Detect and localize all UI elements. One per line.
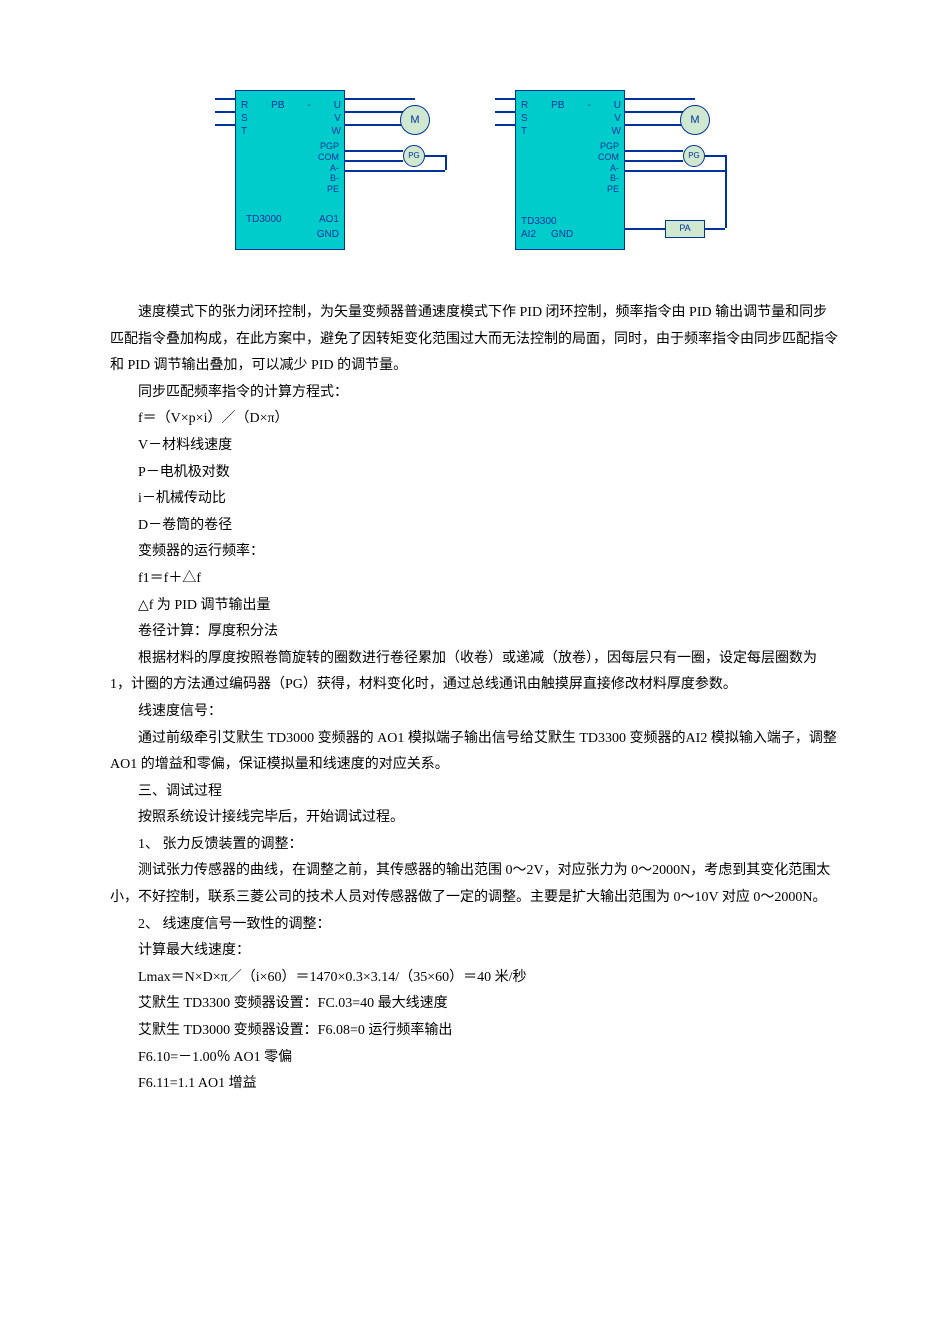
- terminal-row: T W: [521, 122, 621, 141]
- setting-line: 艾默生 TD3300 变频器设置：FC.03=40 最大线速度: [110, 991, 840, 1018]
- pg-terminals: PGP COM A- B- PE: [598, 141, 619, 195]
- paragraph: 线速度信号：: [110, 699, 840, 726]
- terminal-label: W: [612, 122, 621, 141]
- terminal-label: AI2: [521, 225, 536, 244]
- terminal-label: GND: [317, 225, 339, 244]
- wire: [625, 150, 683, 152]
- terminal-label: T: [241, 122, 247, 141]
- wire: [725, 155, 727, 170]
- paragraph: △f 为 PID 调节输出量: [110, 593, 840, 620]
- encoder-icon: PG: [683, 145, 705, 167]
- vfd-box: R PB - U S V T W PGP COM A- B- PE: [235, 90, 345, 250]
- wire: [215, 111, 235, 113]
- section-heading: 三、调试过程: [110, 779, 840, 806]
- vfd-box: R PB - U S V T W PGP COM A- B- PE: [515, 90, 625, 250]
- wire: [345, 170, 445, 172]
- setting-line: F6.11=1.1 AO1 增益: [110, 1071, 840, 1098]
- wire: [345, 111, 405, 113]
- motor-icon: M: [400, 105, 430, 135]
- pa-box: PA: [665, 220, 705, 238]
- wire: [215, 98, 235, 100]
- paragraph: 同步匹配频率指令的计算方程式：: [110, 380, 840, 407]
- wire: [445, 155, 447, 170]
- wire: [725, 170, 727, 228]
- vfd-unit-td3000: R PB - U S V T W PGP COM A- B- PE: [215, 70, 455, 260]
- wire: [625, 228, 665, 230]
- terminal-label: W: [332, 122, 341, 141]
- list-item: 1、 张力反馈装置的调整：: [110, 832, 840, 859]
- definition: P－电机极对数: [110, 460, 840, 487]
- wire: [495, 111, 515, 113]
- terminal-label: T: [521, 122, 527, 141]
- definition: V－材料线速度: [110, 433, 840, 460]
- encoder-icon: PG: [403, 145, 425, 167]
- list-item: 2、 线速度信号一致性的调整：: [110, 912, 840, 939]
- wire: [345, 160, 403, 162]
- paragraph: 计算最大线速度：: [110, 938, 840, 965]
- paragraph: 变频器的运行频率：: [110, 539, 840, 566]
- vfd-unit-td3300: R PB - U S V T W PGP COM A- B- PE: [495, 70, 735, 260]
- wire: [625, 160, 683, 162]
- wire: [495, 124, 515, 126]
- definition: i－机械传动比: [110, 486, 840, 513]
- wire: [625, 111, 685, 113]
- pg-terminals: PGP COM A- B- PE: [318, 141, 339, 195]
- definition: D－卷筒的卷径: [110, 513, 840, 540]
- wire: [215, 124, 235, 126]
- formula: Lmax＝N×D×π／（i×60）＝1470×0.3×3.14/（35×60）＝…: [110, 965, 840, 992]
- setting-line: 艾默生 TD3000 变频器设置：F6.08=0 运行频率输出: [110, 1018, 840, 1045]
- formula: f＝（V×p×i）／（D×π）: [110, 406, 840, 433]
- paragraph: 根据材料的厚度按照卷筒旋转的圈数进行卷径累加（收卷）或递减（放卷），因每层只有一…: [110, 646, 840, 699]
- wire: [705, 155, 725, 157]
- wire: [495, 98, 515, 100]
- paragraph: 测试张力传感器的曲线，在调整之前，其传感器的输出范围 0～2V，对应张力为 0～…: [110, 858, 840, 911]
- wire: [625, 98, 695, 100]
- terminal-row: T W: [241, 122, 341, 141]
- motor-icon: M: [680, 105, 710, 135]
- paragraph: 速度模式下的张力闭环控制，为矢量变频器普通速度模式下作 PID 闭环控制，频率指…: [110, 300, 840, 380]
- terminal-label: GND: [551, 225, 573, 244]
- wire: [625, 170, 725, 172]
- document-body: 速度模式下的张力闭环控制，为矢量变频器普通速度模式下作 PID 闭环控制，频率指…: [110, 300, 840, 1098]
- wire: [425, 155, 445, 157]
- wire: [705, 228, 725, 230]
- setting-line: F6.10=－1.00％ AO1 零偏: [110, 1045, 840, 1072]
- formula: f1＝f＋△f: [110, 566, 840, 593]
- wire: [345, 150, 403, 152]
- paragraph: 通过前级牵引艾默生 TD3000 变频器的 AO1 模拟端子输出信号给艾默生 T…: [110, 726, 840, 779]
- paragraph: 按照系统设计接线完毕后，开始调试过程。: [110, 805, 840, 832]
- paragraph: 卷径计算：厚度积分法: [110, 619, 840, 646]
- wire: [345, 98, 415, 100]
- wiring-diagram: R PB - U S V T W PGP COM A- B- PE: [110, 60, 840, 260]
- model-label: TD3000: [246, 210, 282, 229]
